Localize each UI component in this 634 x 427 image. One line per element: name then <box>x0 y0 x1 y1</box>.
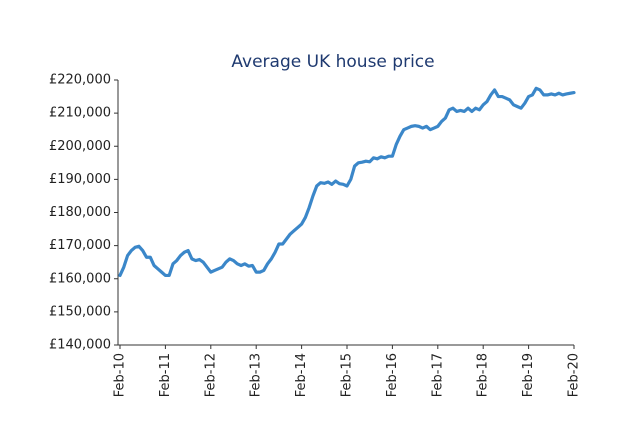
y-tick-label: £200,000 <box>49 139 111 154</box>
y-tick-label: £160,000 <box>49 271 111 286</box>
y-tick-label: £210,000 <box>49 106 111 121</box>
x-tick-label: Feb-15 <box>340 353 355 397</box>
price-line <box>118 86 576 278</box>
x-tick-label: Feb-17 <box>430 353 445 397</box>
y-tick-label: £170,000 <box>49 238 111 253</box>
x-tick-label: Feb-20 <box>567 353 582 397</box>
y-tick-label: £150,000 <box>49 304 111 319</box>
x-tick-label: Feb-14 <box>294 353 309 397</box>
y-tick-label: £190,000 <box>49 172 111 187</box>
x-tick-label: Feb-13 <box>249 353 264 397</box>
x-tick-label: Feb-10 <box>113 353 128 397</box>
y-tick-label: £180,000 <box>49 205 111 220</box>
x-tick-label: Feb-19 <box>521 353 536 397</box>
x-tick-label: Feb-12 <box>203 353 218 397</box>
y-tick-label: £140,000 <box>49 338 111 353</box>
chart-title: Average UK house price <box>231 52 434 72</box>
x-tick-label: Feb-11 <box>158 353 173 397</box>
y-tick-label: £220,000 <box>49 73 111 88</box>
x-tick-label: Feb-16 <box>385 353 400 397</box>
x-tick-label: Feb-18 <box>476 353 491 397</box>
